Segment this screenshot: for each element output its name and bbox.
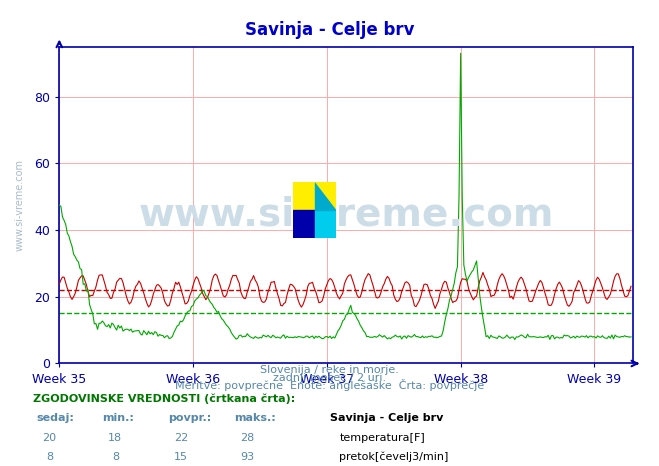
Text: 8: 8 xyxy=(112,452,119,462)
Text: 15: 15 xyxy=(174,452,188,462)
Text: Meritve: povprečne  Enote: anglešaške  Črta: povprečje: Meritve: povprečne Enote: anglešaške Črt… xyxy=(175,379,484,391)
Text: 8: 8 xyxy=(46,452,53,462)
Bar xyxy=(315,182,336,210)
PathPatch shape xyxy=(315,182,336,210)
Text: Savinja - Celje brv: Savinja - Celje brv xyxy=(244,21,415,39)
Bar xyxy=(293,182,315,210)
Text: 20: 20 xyxy=(42,433,57,443)
Text: sedaj:: sedaj: xyxy=(36,413,74,423)
Text: maks.:: maks.: xyxy=(234,413,275,423)
Text: temperatura[F]: temperatura[F] xyxy=(339,433,425,443)
Text: Savinja - Celje brv: Savinja - Celje brv xyxy=(330,413,443,423)
Text: 18: 18 xyxy=(108,433,123,443)
Text: 22: 22 xyxy=(174,433,188,443)
Bar xyxy=(315,210,336,238)
Text: ZGODOVINSKE VREDNOSTI (črtkana črta):: ZGODOVINSKE VREDNOSTI (črtkana črta): xyxy=(33,393,295,404)
Text: www.si-vreme.com: www.si-vreme.com xyxy=(14,159,24,251)
Text: 28: 28 xyxy=(240,433,254,443)
Text: www.si-vreme.com: www.si-vreme.com xyxy=(138,196,554,233)
Text: min.:: min.: xyxy=(102,413,134,423)
Text: zadnji mesec / 2 uri.: zadnji mesec / 2 uri. xyxy=(273,373,386,383)
Text: 93: 93 xyxy=(240,452,254,462)
Text: Slovenija / reke in morje.: Slovenija / reke in morje. xyxy=(260,365,399,375)
Text: pretok[čevelj3/min]: pretok[čevelj3/min] xyxy=(339,452,449,462)
Text: povpr.:: povpr.: xyxy=(168,413,212,423)
Bar xyxy=(293,210,315,238)
